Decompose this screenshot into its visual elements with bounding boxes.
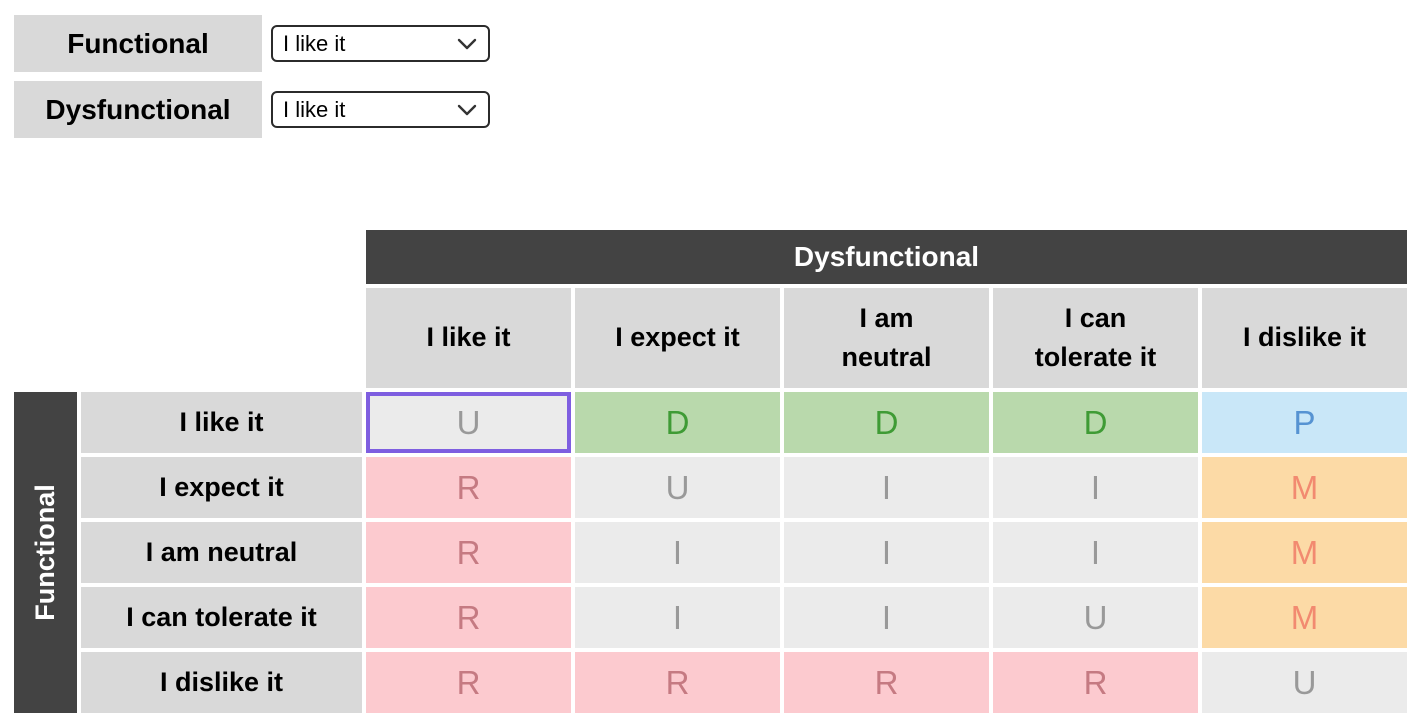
matrix-cell-r3c1: R (366, 522, 571, 583)
matrix-cell-r3c2: I (575, 522, 780, 583)
matrix-cell-r2c1: R (366, 457, 571, 518)
functional-select[interactable]: I like it (271, 25, 490, 62)
column-header-1: I like it (366, 288, 571, 388)
matrix-cell-r2c2: U (575, 457, 780, 518)
column-header-5: I dislike it (1202, 288, 1407, 388)
dysfunctional-axis-header: Dysfunctional (366, 230, 1407, 284)
functional-axis-header: Functional (14, 392, 77, 713)
matrix-cell-r5c3: R (784, 652, 989, 713)
matrix-cell-r3c4: I (993, 522, 1198, 583)
matrix-cell-r1c1-selected: U (366, 392, 571, 453)
matrix-cell-r2c5: M (1202, 457, 1407, 518)
functional-select-wrap: I like it (271, 25, 490, 62)
matrix-cell-r4c4: U (993, 587, 1198, 648)
matrix-cell-r5c5: U (1202, 652, 1407, 713)
matrix-cell-r1c3: D (784, 392, 989, 453)
matrix-cell-r1c5: P (1202, 392, 1407, 453)
column-header-4: I can tolerate it (993, 288, 1198, 388)
dysfunctional-label: Dysfunctional (14, 81, 262, 138)
row-header-4: I can tolerate it (81, 587, 362, 648)
matrix-cell-r5c2: R (575, 652, 780, 713)
row-header-5: I dislike it (81, 652, 362, 713)
row-header-3: I am neutral (81, 522, 362, 583)
column-header-3: I am neutral (784, 288, 989, 388)
dysfunctional-select[interactable]: I like it (271, 91, 490, 128)
functional-label: Functional (14, 15, 262, 72)
matrix-cell-r1c4: D (993, 392, 1198, 453)
matrix-cell-r3c5: M (1202, 522, 1407, 583)
matrix-cell-r4c2: I (575, 587, 780, 648)
functional-control-row: Functional I like it (14, 15, 490, 72)
matrix-cell-r5c4: R (993, 652, 1198, 713)
column-header-2: I expect it (575, 288, 780, 388)
row-header-2: I expect it (81, 457, 362, 518)
matrix-cell-r1c2: D (575, 392, 780, 453)
functional-axis-label: Functional (30, 484, 60, 621)
matrix-cell-r4c3: I (784, 587, 989, 648)
matrix-cell-r2c4: I (993, 457, 1198, 518)
matrix-cell-r3c3: I (784, 522, 989, 583)
matrix-cell-r4c5: M (1202, 587, 1407, 648)
row-header-1: I like it (81, 392, 362, 453)
kano-answer-controls: Functional I like it Dysfunctional I lik… (14, 15, 490, 147)
kano-evaluation-table: Dysfunctional Functional I like it I expe… (14, 230, 1407, 713)
dysfunctional-control-row: Dysfunctional I like it (14, 81, 490, 138)
matrix-cell-r5c1: R (366, 652, 571, 713)
matrix-cell-r4c1: R (366, 587, 571, 648)
matrix-cell-r2c3: I (784, 457, 989, 518)
dysfunctional-select-wrap: I like it (271, 91, 490, 128)
